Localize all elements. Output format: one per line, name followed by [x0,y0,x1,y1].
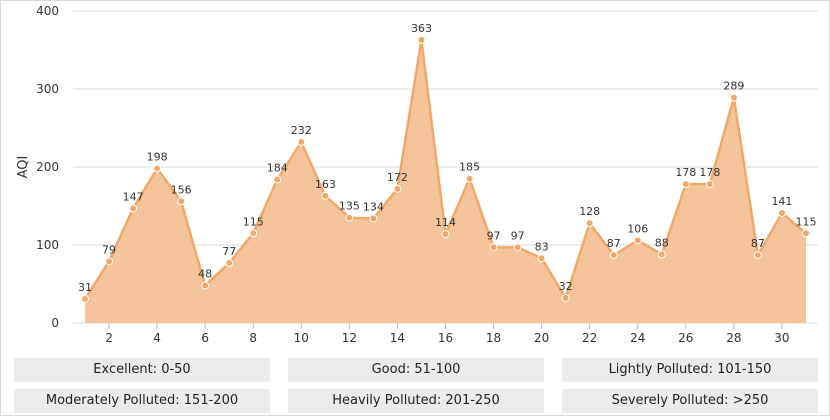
data-label: 77 [222,245,236,258]
data-label: 156 [171,183,192,196]
data-point [345,213,354,222]
data-point [705,180,714,189]
legend-good: Good: 51-100 [288,358,544,382]
data-label: 141 [771,195,792,208]
x-tick-label: 18 [486,331,501,345]
x-tick-label: 10 [294,331,309,345]
x-axis: 2 4 6 8 10 12 14 16 18 20 22 24 26 28 30 [105,323,790,345]
data-point [321,191,330,200]
data-point [201,281,210,290]
data-point [273,175,282,184]
data-label: 32 [559,280,573,293]
data-label: 87 [607,237,621,250]
data-label: 31 [78,281,92,294]
x-tick-label: 22 [582,331,597,345]
aqi-series [83,38,807,324]
data-label: 128 [579,205,600,218]
data-label: 185 [459,161,480,174]
data-label: 363 [411,22,432,35]
x-tick-label: 2 [105,331,113,345]
data-point [177,197,186,206]
data-label: 114 [435,216,456,229]
data-point [561,294,570,303]
x-tick-label: 28 [726,331,741,345]
legend-row: Moderately Polluted: 151-200 Heavily Pol… [14,389,818,413]
data-point [153,164,162,173]
data-points [81,35,810,303]
legend-heavily-polluted: Heavily Polluted: 201-250 [288,389,544,413]
data-label: 97 [487,229,501,242]
y-tick-label: 200 [36,160,59,174]
x-tick-label: 30 [774,331,789,345]
legend-severely-polluted: Severely Polluted: >250 [562,389,818,413]
data-label: 97 [511,229,525,242]
data-point [105,257,114,266]
legend-excellent: Excellent: 0-50 [14,358,270,382]
data-label: 178 [675,166,696,179]
y-tick-label: 300 [36,82,59,96]
data-point [369,214,378,223]
data-point [513,243,522,252]
data-point [801,229,810,238]
aqi-legend: Excellent: 0-50 Good: 51-100 Lightly Pol… [14,358,818,420]
data-point [225,258,234,267]
y-axis-label: AQI [16,156,31,179]
data-point [537,254,546,263]
data-point [585,219,594,228]
data-label: 87 [751,237,765,250]
data-label: 135 [339,200,360,213]
x-tick-label: 6 [201,331,209,345]
x-tick-label: 16 [438,331,453,345]
data-label: 48 [198,268,212,281]
data-point [633,236,642,245]
data-point [81,294,90,303]
y-tick-label: 0 [51,316,59,330]
data-point [129,204,138,213]
x-tick-label: 4 [153,331,161,345]
data-point [681,180,690,189]
data-point [489,243,498,252]
data-point [441,230,450,239]
x-tick-label: 26 [678,331,693,345]
data-point [417,35,426,44]
data-point [729,93,738,102]
y-tick-label: 400 [36,4,59,18]
y-tick-label: 100 [36,238,59,252]
x-tick-label: 12 [342,331,357,345]
data-point [249,229,258,238]
data-label: 83 [535,240,549,253]
series-area [85,39,806,324]
data-label: 198 [147,151,168,164]
data-point [657,250,666,259]
data-label: 106 [627,222,648,235]
x-tick-label: 8 [249,331,257,345]
x-tick-label: 14 [390,331,405,345]
data-label: 79 [102,243,116,256]
legend-moderately-polluted: Moderately Polluted: 151-200 [14,389,270,413]
data-label: 289 [723,80,744,93]
data-label: 178 [699,166,720,179]
data-label: 115 [243,215,264,228]
x-tick-label: 24 [630,331,645,345]
data-point [777,209,786,218]
data-label: 115 [795,215,816,228]
data-label: 147 [123,190,144,203]
data-label: 232 [291,124,312,137]
data-label: 88 [655,236,669,249]
legend-row: Excellent: 0-50 Good: 51-100 Lightly Pol… [14,358,818,382]
x-tick-label: 20 [534,331,549,345]
legend-lightly-polluted: Lightly Polluted: 101-150 [562,358,818,382]
y-axis: 0 100 200 300 400 [36,4,59,330]
data-label: 163 [315,178,336,191]
data-point [393,184,402,193]
data-label: 184 [267,161,288,174]
data-point [609,251,618,260]
data-point [465,174,474,183]
data-label: 172 [387,171,408,184]
data-label: 134 [363,200,384,213]
data-point [297,138,306,147]
data-point [753,251,762,260]
